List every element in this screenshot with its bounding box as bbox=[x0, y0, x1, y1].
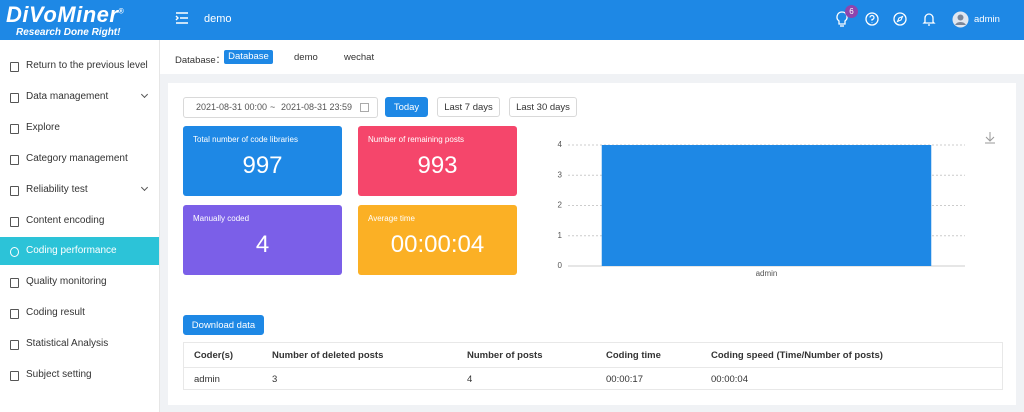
table-cell: 4 bbox=[467, 374, 473, 385]
menu-item[interactable]: Content encoding bbox=[0, 207, 159, 235]
database-label: Database： bbox=[175, 55, 226, 66]
project-name: demo bbox=[204, 13, 232, 25]
y-tick-label: 1 bbox=[558, 231, 563, 240]
menu-label: Quality monitoring bbox=[26, 276, 107, 288]
download-data-button[interactable]: Download data bbox=[183, 315, 264, 335]
stat-card: Number of remaining posts 993 bbox=[358, 126, 517, 196]
bar bbox=[601, 145, 932, 266]
performance-table: Coder(s) Number of deleted posts Number of… bbox=[183, 342, 1003, 390]
tagline: Research Done Right! bbox=[16, 27, 121, 38]
logo-text: DiVoMiner bbox=[6, 2, 119, 27]
menu-label: Coding performance bbox=[26, 245, 117, 257]
menu-item[interactable]: Data management bbox=[0, 83, 159, 111]
menu-item[interactable]: Category management bbox=[0, 145, 159, 173]
today-button[interactable]: Today bbox=[385, 97, 428, 117]
logo[interactable]: DiVoMiner® bbox=[6, 2, 136, 27]
menu-toggle[interactable] bbox=[175, 12, 189, 24]
database-bar: Database： Database demo wechat bbox=[160, 40, 1024, 74]
date-range-picker[interactable]: 2021-08-31 00:00 ~ 2021-08-31 23:59 bbox=[183, 97, 378, 118]
menu-item[interactable]: Quality monitoring bbox=[0, 268, 159, 296]
download-chart-icon[interactable] bbox=[985, 132, 995, 144]
avatar[interactable] bbox=[952, 11, 969, 28]
database-tab[interactable]: demo bbox=[294, 52, 318, 63]
bar-chart: 0 1 2 3 4 admin bbox=[558, 132, 995, 278]
column-header: Number of posts bbox=[467, 350, 543, 361]
database-tab[interactable]: Database bbox=[224, 50, 273, 64]
menu-label: Return to the previous level bbox=[26, 60, 148, 71]
menu-label: Explore bbox=[26, 121, 60, 133]
menu-icon bbox=[10, 123, 19, 134]
menu-icon bbox=[10, 185, 19, 196]
column-header: Coding time bbox=[606, 350, 661, 361]
menu-label: Content encoding bbox=[26, 214, 105, 226]
card-value: 4 bbox=[255, 231, 270, 258]
x-tick-label: admin bbox=[756, 269, 778, 278]
date-separator: ~ bbox=[270, 102, 276, 112]
menu-icon bbox=[10, 371, 19, 381]
database-tab[interactable]: wechat bbox=[344, 52, 375, 63]
table-cell: 00:00:17 bbox=[606, 374, 643, 385]
menu-item[interactable]: Return to the previous level bbox=[0, 52, 159, 80]
card-title: Number of remaining posts bbox=[368, 135, 465, 144]
last-30-days-button[interactable]: Last 30 days bbox=[509, 97, 577, 117]
table-cell: 3 bbox=[272, 374, 278, 385]
menu-icon bbox=[10, 278, 19, 289]
help-icon[interactable] bbox=[865, 12, 879, 26]
bell-icon[interactable] bbox=[922, 11, 936, 27]
y-tick-label: 0 bbox=[558, 261, 563, 270]
menu-label: Statistical Analysis bbox=[26, 338, 109, 350]
card-title: Total number of code libraries bbox=[193, 135, 298, 144]
expand-chevron bbox=[140, 183, 149, 191]
date-end: 2021-08-31 23:59 bbox=[281, 102, 353, 112]
notification-badge: 6 bbox=[845, 5, 858, 18]
menu-label: Coding result bbox=[26, 307, 85, 319]
menu-icon bbox=[10, 92, 19, 103]
top-bar: DiVoMiner® Research Done Right! demo 6 a… bbox=[0, 0, 1024, 40]
user-name[interactable]: admin bbox=[974, 14, 1000, 25]
stat-card: Manually coded 4 bbox=[183, 205, 342, 275]
card-title: Manually coded bbox=[193, 214, 250, 223]
column-header: Number of deleted posts bbox=[272, 350, 384, 361]
logo-mark: ® bbox=[118, 8, 125, 16]
card-title: Average time bbox=[368, 214, 415, 223]
menu-label: Subject setting bbox=[26, 369, 92, 380]
menu-icon bbox=[10, 62, 19, 72]
column-header: Coder(s) bbox=[194, 350, 234, 361]
row-divider bbox=[184, 367, 1002, 368]
y-tick-label: 3 bbox=[558, 170, 563, 179]
column-header: Coding speed (Time/Number of posts) bbox=[711, 350, 883, 361]
menu-label: Reliability test bbox=[26, 183, 88, 195]
explore-icon[interactable] bbox=[893, 12, 907, 26]
menu-icon bbox=[10, 247, 19, 258]
last-7-days-button[interactable]: Last 7 days bbox=[437, 97, 500, 117]
sidebar: Return to the previous level Data managem… bbox=[0, 40, 160, 412]
calendar-icon bbox=[360, 103, 369, 112]
menu-label: Data management bbox=[26, 90, 109, 102]
menu-label: Category management bbox=[26, 152, 128, 164]
stat-card: Average time 00:00:04 bbox=[358, 205, 517, 275]
menu-icon bbox=[10, 216, 19, 227]
menu-item[interactable]: Explore bbox=[0, 114, 159, 142]
card-value: 993 bbox=[417, 152, 458, 179]
menu-icon bbox=[10, 309, 19, 320]
menu-item[interactable]: Statistical Analysis bbox=[0, 330, 159, 358]
card-value: 00:00:04 bbox=[390, 231, 485, 258]
y-tick-label: 2 bbox=[558, 201, 563, 210]
stat-card: Total number of code libraries 997 bbox=[183, 126, 342, 196]
table-cell: admin bbox=[194, 374, 220, 385]
card-value: 997 bbox=[242, 152, 283, 179]
menu-item[interactable]: Reliability test bbox=[0, 176, 159, 204]
menu-icon bbox=[10, 340, 19, 351]
y-tick-label: 4 bbox=[558, 140, 563, 149]
table-cell: 00:00:04 bbox=[711, 374, 748, 385]
menu-item[interactable]: Coding performance bbox=[0, 237, 159, 266]
expand-chevron bbox=[140, 90, 149, 98]
menu-item[interactable]: Subject setting bbox=[0, 361, 159, 389]
menu-item[interactable]: Coding result bbox=[0, 299, 159, 327]
date-start: 2021-08-31 00:00 bbox=[196, 102, 268, 112]
menu-icon bbox=[10, 154, 19, 165]
